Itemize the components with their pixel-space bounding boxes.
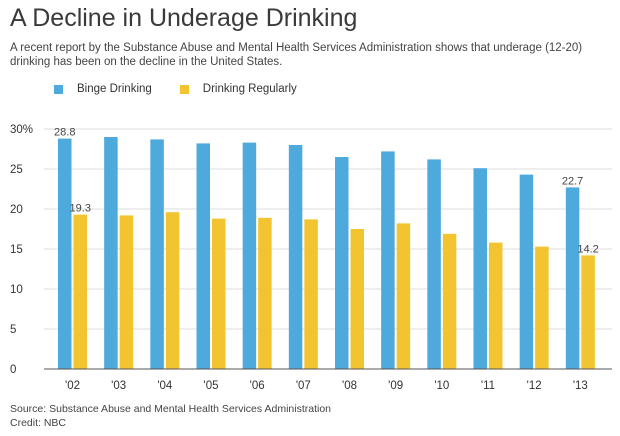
bar-drinking-regularly	[119, 215, 134, 369]
legend: Binge Drinking Drinking Regularly	[54, 83, 325, 95]
x-tick-label: '09	[388, 380, 403, 392]
bar-drinking-regularly	[442, 233, 457, 369]
y-tick-label: 20	[10, 204, 23, 216]
x-tick-label: '06	[250, 380, 265, 392]
bar-drinking-regularly	[535, 246, 549, 369]
y-tick-label: 30%	[10, 124, 33, 136]
chart-subtitle: A recent report by the Substance Abuse a…	[10, 42, 583, 68]
x-tick-label: '13	[573, 380, 588, 392]
x-tick-label: '02	[65, 380, 80, 392]
bar-binge-drinking	[473, 168, 487, 369]
bar-binge-drinking	[427, 159, 441, 369]
bar-binge-drinking	[150, 139, 164, 369]
bar-binge-drinking	[565, 187, 580, 369]
legend-item-binge: Binge Drinking	[54, 83, 152, 95]
bar-drinking-regularly	[396, 223, 411, 369]
bar-drinking-regularly	[258, 217, 272, 369]
legend-item-regular: Drinking Regularly	[179, 83, 297, 95]
x-tick-label: '04	[157, 380, 173, 392]
bar-binge-drinking	[58, 138, 72, 369]
x-tick-label: '07	[296, 380, 311, 392]
data-labels: 28.8 19.3 22.7 14.2	[54, 127, 599, 256]
bar-binge-drinking	[519, 174, 534, 369]
source-note: Source: Substance Abuse and Mental Healt…	[10, 403, 332, 415]
credit-note: Credit: NBC	[10, 417, 67, 429]
legend-swatch-regular	[179, 84, 189, 94]
data-label: 28.8	[54, 127, 75, 139]
data-label: 22.7	[562, 175, 583, 187]
bar-binge-drinking	[242, 142, 257, 369]
x-tick-label: '08	[342, 380, 357, 392]
y-tick-labels: 0 5 10 15 20 25 30%	[10, 124, 33, 376]
x-tick-label: '03	[111, 380, 126, 392]
bar-drinking-regularly	[489, 242, 503, 369]
chart-title: A Decline in Underage Drinking	[10, 4, 358, 32]
y-tick-label: 0	[10, 364, 16, 376]
legend-label-binge: Binge Drinking	[77, 83, 152, 95]
bar-drinking-regularly	[350, 229, 364, 369]
bar-drinking-regularly	[304, 219, 318, 369]
bar-binge-drinking	[288, 145, 303, 369]
bars	[44, 137, 612, 370]
bar-drinking-regularly	[165, 212, 180, 369]
y-tick-label: 10	[10, 284, 23, 296]
y-tick-label: 15	[10, 244, 23, 256]
legend-swatch-binge	[54, 84, 63, 94]
bar-drinking-regularly	[73, 214, 87, 369]
y-tick-label: 25	[10, 164, 23, 176]
x-tick-label: '05	[204, 380, 219, 392]
data-label: 14.2	[577, 243, 598, 255]
bar-binge-drinking	[196, 143, 210, 369]
bar-binge-drinking	[335, 157, 349, 369]
bar-drinking-regularly	[212, 218, 226, 369]
x-tick-label: '10	[434, 380, 449, 392]
x-tick-label: '11	[481, 380, 495, 392]
x-tick-label: '12	[527, 380, 542, 392]
bar-binge-drinking	[381, 151, 395, 369]
x-tick-labels: '02 '03 '04 '05 '06 '07 '08 '09 '10 '11 '12 '13	[65, 380, 588, 392]
y-tick-label: 5	[10, 324, 16, 336]
bar-drinking-regularly	[581, 255, 595, 369]
bar-binge-drinking	[104, 137, 118, 369]
legend-label-regular: Drinking Regularly	[202, 83, 297, 95]
data-label: 19.3	[70, 203, 91, 215]
